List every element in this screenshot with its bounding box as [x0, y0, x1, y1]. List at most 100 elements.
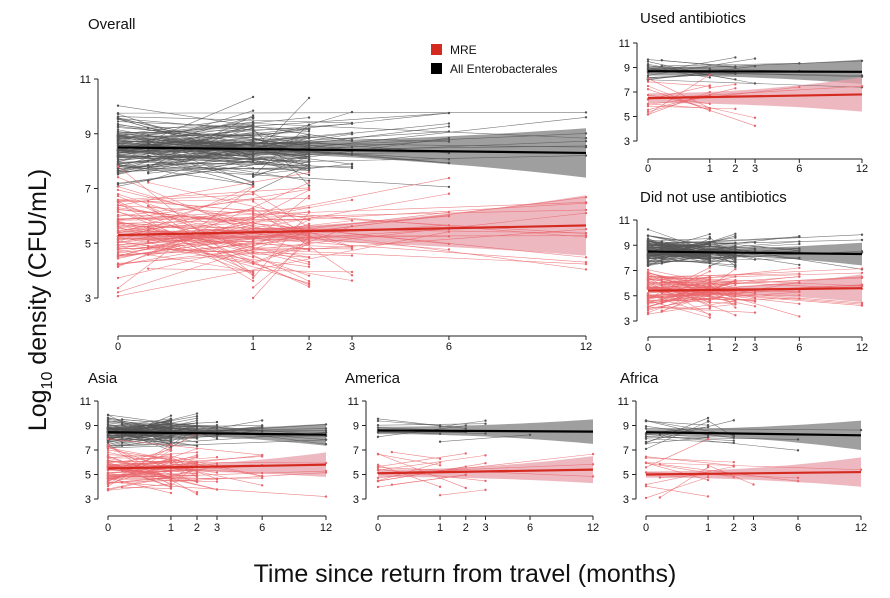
- trajectory-point: [528, 433, 532, 437]
- trajectory-line: [647, 267, 800, 285]
- trajectory-point: [438, 464, 442, 467]
- trajectory-line: [117, 117, 254, 135]
- trajectory-line: [661, 282, 736, 286]
- trajectory-point: [447, 140, 451, 143]
- trajectory-line: [709, 255, 736, 267]
- x-tick-label: 3: [750, 522, 756, 534]
- trajectory-point: [660, 306, 664, 309]
- x-tick-label: 12: [580, 341, 592, 353]
- trajectory-line: [107, 476, 171, 490]
- trajectory-line: [645, 420, 709, 426]
- y-tick-label: 11: [80, 396, 91, 408]
- trajectory-point: [195, 463, 199, 467]
- trajectory-point: [147, 181, 150, 184]
- trajectory-line: [107, 420, 263, 432]
- trajectory-point: [307, 136, 311, 139]
- trajectory-point: [350, 131, 354, 134]
- trajectory-line: [647, 105, 736, 110]
- trajectory-point: [116, 240, 120, 244]
- trajectory-line: [252, 156, 310, 178]
- trajectory-point: [116, 104, 120, 107]
- trajectory-point: [169, 487, 173, 490]
- trajectory-point: [591, 475, 595, 478]
- trajectory-point: [251, 95, 255, 99]
- trajectory-point: [646, 263, 650, 267]
- trajectory-point: [116, 155, 120, 158]
- trajectory-point: [484, 422, 487, 425]
- trajectory-line: [647, 74, 710, 115]
- trajectory-line: [148, 142, 254, 184]
- ci-band-mre: [648, 77, 862, 112]
- trajectory-line: [647, 273, 736, 302]
- trajectory-point: [646, 63, 650, 66]
- trajectory-point: [195, 493, 199, 496]
- trajectory-point: [251, 272, 255, 275]
- trajectory-point: [260, 429, 264, 432]
- trajectory-line: [377, 464, 441, 488]
- trajectory-point: [116, 294, 120, 298]
- trajectory-point: [350, 121, 354, 125]
- trajectory-point: [116, 194, 120, 198]
- trajectory-line: [107, 438, 263, 456]
- trajectory-point: [215, 480, 219, 483]
- trajectory-point: [116, 210, 120, 213]
- trajectory-line: [117, 208, 254, 237]
- trajectory-point: [708, 243, 711, 246]
- trajectory-line: [117, 141, 254, 173]
- trajectory-line: [645, 438, 734, 444]
- trajectory-point: [251, 142, 255, 145]
- trajectory-line: [117, 196, 587, 257]
- trajectory-line: [117, 230, 310, 293]
- y-tick-label: 5: [85, 238, 91, 250]
- trajectory-point: [106, 464, 110, 468]
- trajectory-point: [195, 412, 199, 415]
- trajectory-point: [646, 93, 650, 97]
- trajectory-point: [390, 450, 394, 454]
- trajectory-line: [117, 155, 310, 162]
- trajectory-point: [251, 114, 255, 117]
- trajectory-line: [377, 453, 441, 466]
- trajectory-point: [660, 309, 664, 312]
- trajectory-point: [251, 154, 255, 158]
- trajectory-line: [117, 194, 254, 202]
- trajectory-line: [117, 133, 353, 171]
- x-tick-label: 2: [732, 163, 738, 175]
- trajectory-point: [324, 443, 328, 446]
- fit-line-mre: [377, 468, 594, 475]
- trajectory-point: [350, 198, 354, 202]
- trajectory-line: [107, 447, 172, 469]
- trajectory-point: [106, 448, 110, 452]
- trajectory-point: [106, 460, 110, 464]
- trajectory-point: [195, 475, 199, 478]
- fit-line-mre: [647, 93, 863, 100]
- trajectory-point: [251, 150, 255, 154]
- trajectory-point: [734, 283, 737, 287]
- trajectory-point: [251, 144, 255, 147]
- trajectory-point: [251, 216, 255, 219]
- trajectory-line: [117, 202, 254, 282]
- trajectory-point: [708, 300, 711, 304]
- trajectory-point: [644, 456, 648, 460]
- trajectory-point: [251, 296, 255, 300]
- y-axis-label-prefix: Log: [24, 389, 52, 431]
- trajectory-point: [116, 171, 120, 174]
- trajectory-point: [646, 281, 650, 284]
- trajectory-line: [647, 234, 863, 246]
- panel-title-africa: Africa: [620, 370, 659, 387]
- trajectory-point: [706, 416, 710, 420]
- trajectory-point: [260, 484, 264, 487]
- trajectory-line: [377, 453, 466, 467]
- trajectory-point: [708, 316, 711, 319]
- trajectory-point: [753, 57, 757, 60]
- trajectory-point: [169, 414, 173, 417]
- y-tick-label: 11: [618, 396, 629, 408]
- trajectory-point: [106, 441, 110, 444]
- trajectory-point: [116, 112, 120, 116]
- trajectory-point: [116, 125, 120, 128]
- trajectory-line: [709, 84, 736, 89]
- trajectory-point: [798, 272, 801, 275]
- trajectory-point: [708, 90, 711, 94]
- trajectory-point: [646, 260, 650, 263]
- trajectory-point: [376, 419, 380, 423]
- trajectory-point: [753, 292, 757, 295]
